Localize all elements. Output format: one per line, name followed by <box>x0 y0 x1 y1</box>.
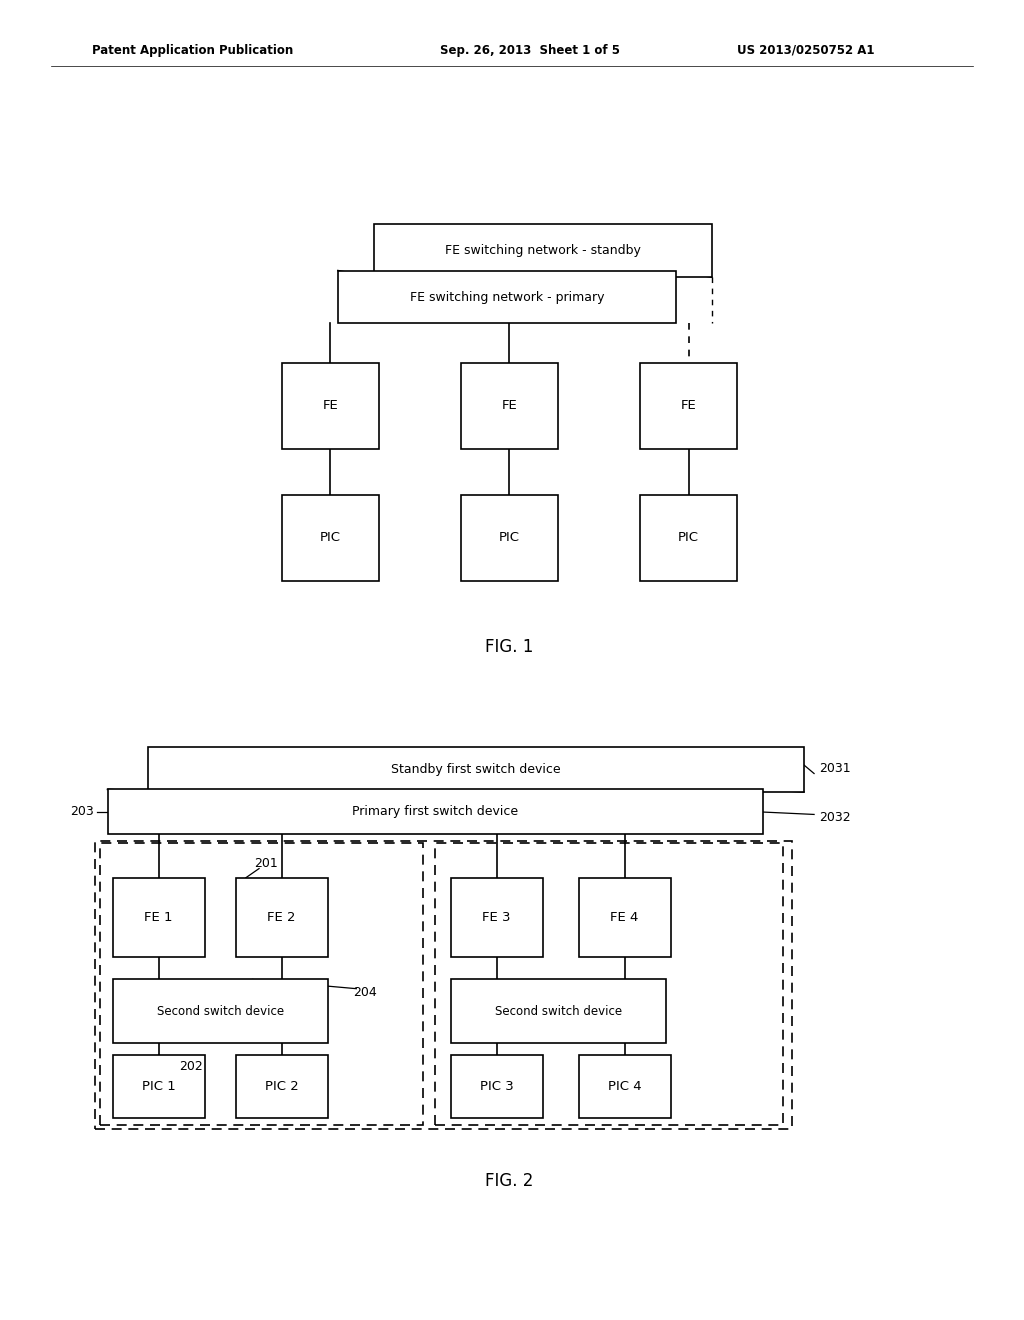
Text: 202: 202 <box>179 1060 203 1073</box>
Text: FIG. 1: FIG. 1 <box>484 638 534 656</box>
Bar <box>451 878 543 957</box>
Text: PIC: PIC <box>499 532 520 544</box>
Bar <box>461 495 558 581</box>
Text: US 2013/0250752 A1: US 2013/0250752 A1 <box>737 44 874 57</box>
Bar <box>451 979 666 1043</box>
Text: FE 2: FE 2 <box>267 911 296 924</box>
Text: 2032: 2032 <box>819 810 851 824</box>
Bar <box>100 843 423 1125</box>
Text: FIG. 2: FIG. 2 <box>484 1172 534 1191</box>
Text: PIC: PIC <box>678 532 699 544</box>
Bar <box>579 878 671 957</box>
Text: PIC 1: PIC 1 <box>142 1080 175 1093</box>
Bar <box>113 1055 205 1118</box>
Text: FE: FE <box>323 400 338 412</box>
Text: 203: 203 <box>70 805 93 818</box>
Bar <box>108 789 763 834</box>
Bar <box>640 495 737 581</box>
Text: FE 3: FE 3 <box>482 911 511 924</box>
Bar <box>236 1055 328 1118</box>
Text: 2031: 2031 <box>819 762 851 775</box>
Text: FE switching network - primary: FE switching network - primary <box>410 290 604 304</box>
Text: PIC 4: PIC 4 <box>608 1080 641 1093</box>
Bar <box>113 878 205 957</box>
Text: Patent Application Publication: Patent Application Publication <box>92 44 294 57</box>
Bar <box>113 979 328 1043</box>
Bar <box>579 1055 671 1118</box>
Bar <box>374 224 712 277</box>
Bar <box>95 841 792 1129</box>
Text: FE 4: FE 4 <box>610 911 639 924</box>
Text: Standby first switch device: Standby first switch device <box>391 763 561 776</box>
Bar <box>282 495 379 581</box>
Text: FE: FE <box>502 400 517 412</box>
Bar <box>461 363 558 449</box>
Text: PIC 3: PIC 3 <box>480 1080 513 1093</box>
Text: PIC: PIC <box>319 532 341 544</box>
Text: FE 1: FE 1 <box>144 911 173 924</box>
Bar <box>435 843 783 1125</box>
Text: 201: 201 <box>254 857 278 870</box>
Text: 204: 204 <box>353 986 377 999</box>
Bar <box>236 878 328 957</box>
Bar <box>451 1055 543 1118</box>
Text: FE: FE <box>681 400 696 412</box>
Bar <box>338 271 676 323</box>
Bar <box>148 747 804 792</box>
Bar <box>282 363 379 449</box>
Text: Second switch device: Second switch device <box>495 1005 622 1018</box>
Text: Second switch device: Second switch device <box>157 1005 284 1018</box>
Text: FE switching network - standby: FE switching network - standby <box>444 244 641 257</box>
Text: PIC 2: PIC 2 <box>265 1080 298 1093</box>
Text: Sep. 26, 2013  Sheet 1 of 5: Sep. 26, 2013 Sheet 1 of 5 <box>440 44 621 57</box>
Bar <box>640 363 737 449</box>
Text: Primary first switch device: Primary first switch device <box>352 805 518 818</box>
